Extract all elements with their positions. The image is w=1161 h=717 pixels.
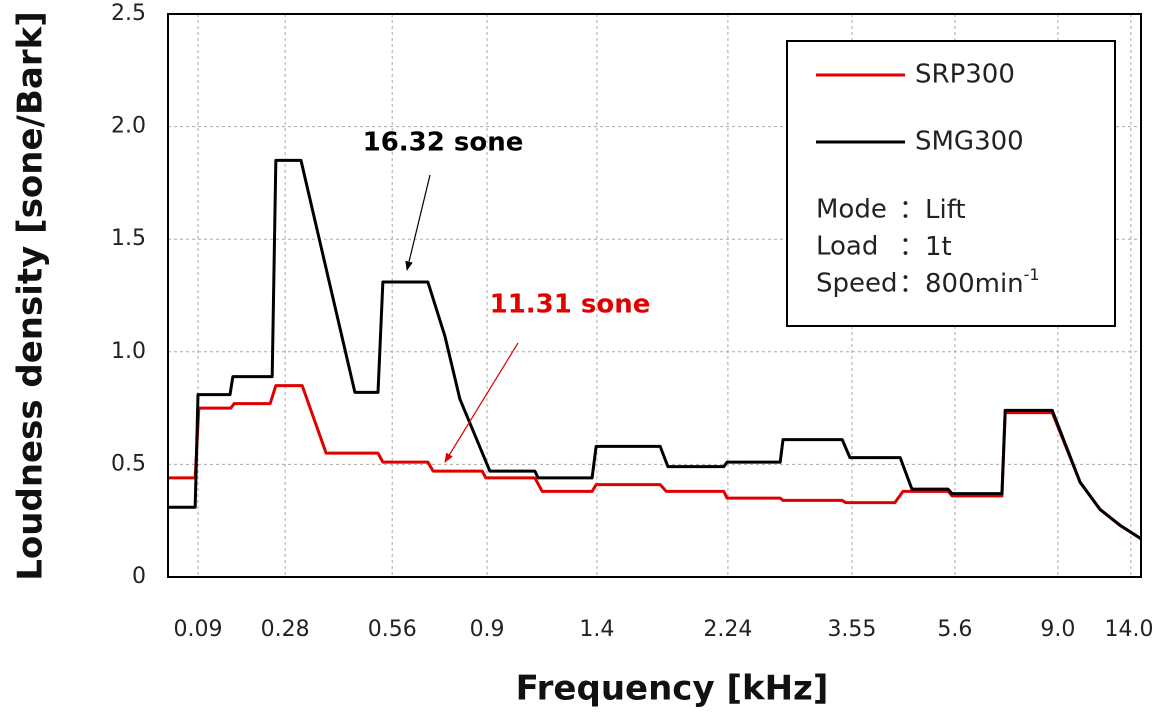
y-tick-label: 2.0 [111,114,146,139]
condition-value: ：800min-1 [899,265,1040,299]
condition-value-text: ：1t [899,232,952,262]
x-axis-title: Frequency [kHz] [516,669,829,709]
x-tick-label: 9.0 [1040,617,1075,642]
y-tick-label: 0.5 [111,451,146,476]
x-tick-label: 0.28 [261,617,310,642]
annotation: 11.31 sone [490,290,651,320]
annotation-arrow [444,342,519,463]
annotation: 16.32 sone [363,128,524,158]
y-tick-label: 0 [132,564,146,589]
x-tick-label: 14.0 [1105,617,1154,642]
condition-superscript: -1 [1024,265,1040,284]
condition-value-text: ：800min [899,269,1024,299]
x-tick-label: 0.9 [470,617,505,642]
x-tick-label: 0.56 [368,617,417,642]
series-line [168,158,1142,540]
x-tick-label: 3.55 [827,617,876,642]
condition-label: Mode [816,195,887,225]
plot-frame [167,13,1142,578]
series-line [168,384,1142,540]
y-tick-label: 1.5 [111,226,146,251]
x-tick-label: 0.09 [174,617,223,642]
y-tick-label: 1.0 [111,339,146,364]
annotation-arrow [405,174,431,271]
y-axis-title: Loudness density [sone/Bark] [11,11,51,580]
condition-label: Speed [816,269,898,299]
y-tick-label: 2.5 [111,1,146,26]
condition-value: ：Lift [899,195,966,225]
legend-box [786,40,1116,327]
legend-label: SRP300 [915,60,1015,90]
x-tick-label: 5.6 [937,617,972,642]
condition-value: ：1t [899,232,952,262]
condition-label: Load [816,232,878,262]
x-tick-label: 1.4 [579,617,614,642]
legend-label: SMG300 [915,127,1024,157]
condition-value-text: ：Lift [899,195,966,225]
x-tick-label: 2.24 [703,617,752,642]
